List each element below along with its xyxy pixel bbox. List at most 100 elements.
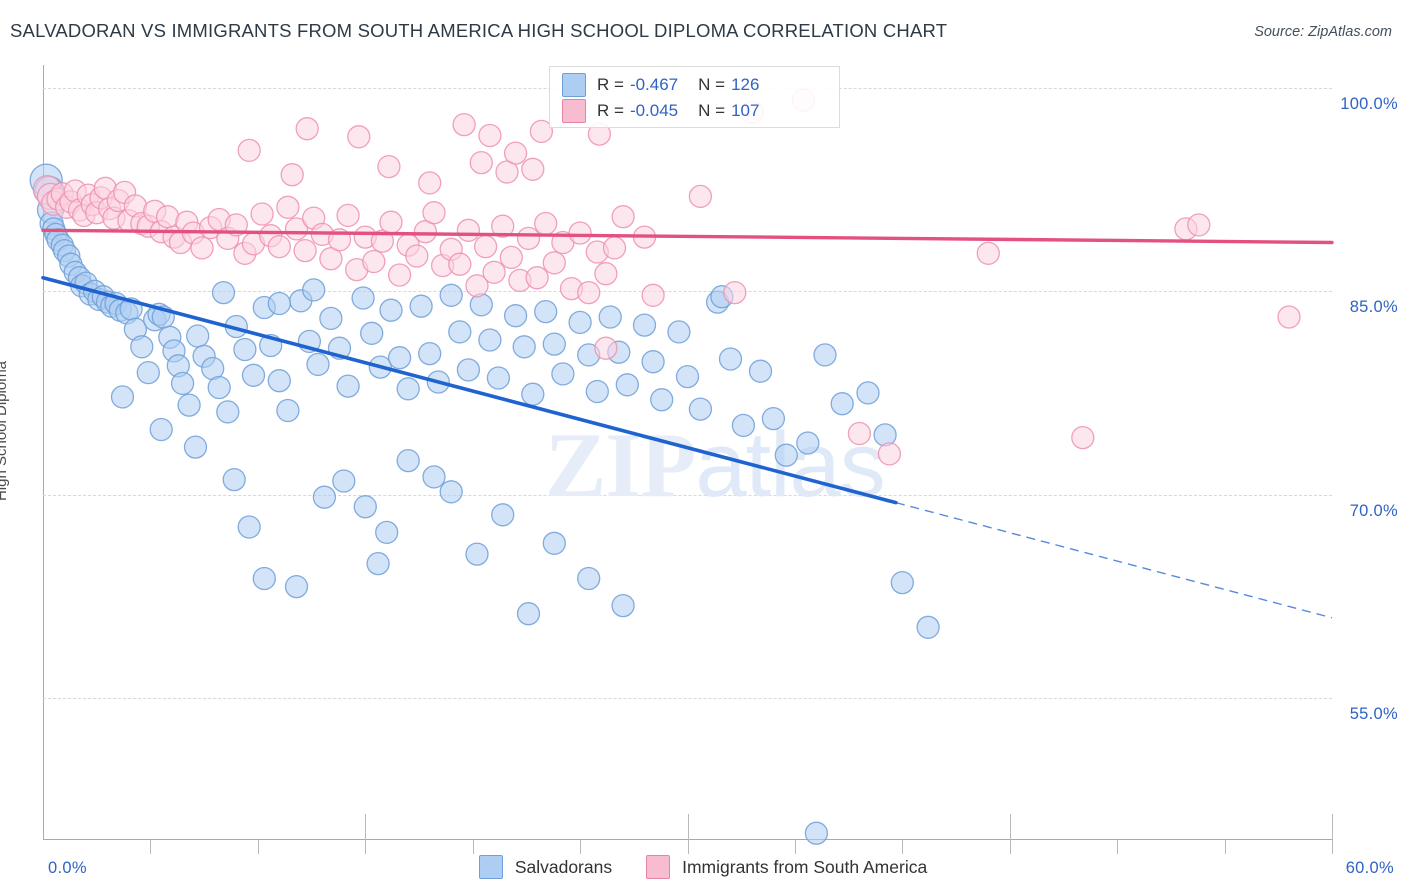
data-point <box>448 320 472 344</box>
data-point <box>422 465 446 489</box>
data-point <box>503 141 528 165</box>
x-axis-tick-max: 60.0% <box>1345 859 1394 877</box>
series-label-salvadorans: Salvadorans <box>514 856 613 877</box>
data-point <box>267 369 291 393</box>
data-point <box>602 236 627 260</box>
x-axis-tickmark <box>1332 814 1333 854</box>
data-point <box>577 280 601 305</box>
data-point <box>396 377 420 401</box>
scatter-series-salvadorans <box>29 163 940 845</box>
data-point <box>731 413 756 438</box>
data-point <box>177 393 201 417</box>
data-point <box>362 249 386 274</box>
data-point <box>190 236 214 260</box>
trendline-immigrants <box>41 228 1334 245</box>
data-point <box>641 283 665 307</box>
data-point <box>718 347 743 371</box>
data-point <box>347 125 371 149</box>
series-legend-item-salvadorans[interactable]: Salvadorans <box>478 855 613 879</box>
y-axis-line <box>43 65 44 840</box>
y-axis-tick-label: 70.0% <box>1349 501 1398 520</box>
data-point <box>336 374 360 398</box>
data-point <box>456 358 481 382</box>
data-point <box>233 337 257 362</box>
data-point <box>482 260 506 284</box>
data-point <box>521 157 545 181</box>
x-axis-tickmark <box>902 840 904 854</box>
data-point <box>830 392 854 416</box>
data-point <box>136 360 160 385</box>
data-point <box>370 229 395 253</box>
data-point <box>216 400 240 424</box>
data-point <box>336 203 360 228</box>
data-point <box>306 352 330 377</box>
data-point <box>478 328 502 352</box>
data-point <box>267 234 291 259</box>
legend-n-label-1: N = <box>698 75 726 94</box>
trendline-salvadorans <box>41 275 898 505</box>
data-point <box>774 443 798 467</box>
trendline-salvadorans-projection <box>895 501 1333 619</box>
data-point <box>516 602 541 626</box>
data-point <box>280 163 304 187</box>
data-point <box>577 566 601 591</box>
data-point <box>804 821 829 845</box>
legend-r-value-2: -0.045 <box>629 101 679 120</box>
data-point <box>976 241 1000 265</box>
data-point <box>598 305 622 329</box>
data-point <box>439 480 463 504</box>
data-point <box>667 320 691 344</box>
data-point <box>387 263 412 287</box>
correlation-legend: R = -0.467 N = 126 R = -0.045 N = 107 <box>549 66 840 128</box>
source-attribution: Source: ZipAtlas.com <box>1254 24 1392 40</box>
x-axis-tickmark <box>1009 814 1011 854</box>
data-point <box>585 379 609 404</box>
y-axis-tick-label: 100.0% <box>1340 95 1398 114</box>
legend-n-value-2: 107 <box>731 101 760 120</box>
data-point <box>183 435 208 459</box>
data-point <box>155 205 180 229</box>
data-point <box>813 343 837 367</box>
data-point <box>877 442 902 466</box>
data-point <box>250 202 274 226</box>
x-axis-tickmark <box>150 840 152 854</box>
data-point <box>748 359 773 383</box>
data-point <box>377 154 401 179</box>
data-point <box>542 531 566 555</box>
data-point <box>456 218 481 242</box>
data-point <box>594 262 618 286</box>
data-point <box>542 251 566 275</box>
series-legend-item-immigrants[interactable]: Immigrants from South America <box>646 855 927 879</box>
data-point <box>615 373 639 397</box>
data-point <box>241 363 266 387</box>
data-point <box>149 417 173 442</box>
data-point <box>503 304 528 328</box>
data-point <box>469 293 493 317</box>
gridline <box>43 291 1332 293</box>
data-point <box>512 335 536 359</box>
data-point <box>688 184 713 209</box>
data-point <box>723 280 747 305</box>
data-point <box>332 469 356 493</box>
data-point <box>319 247 343 271</box>
data-point <box>611 205 635 229</box>
data-point <box>295 117 319 141</box>
data-point <box>465 542 489 566</box>
series-legend: Salvadorans Immigrants from South Americ… <box>0 855 1406 879</box>
data-point <box>405 244 429 268</box>
data-point <box>439 283 463 307</box>
data-point <box>499 245 523 270</box>
data-point <box>413 220 438 244</box>
data-point <box>110 385 135 409</box>
data-point <box>387 346 412 370</box>
x-axis-tickmark <box>1117 840 1119 854</box>
data-point <box>267 291 291 316</box>
data-point <box>525 266 549 290</box>
data-point <box>351 286 375 310</box>
data-point <box>568 221 592 245</box>
data-point <box>650 388 674 412</box>
data-point <box>1187 213 1211 237</box>
legend-n-value-1: 126 <box>731 75 760 94</box>
